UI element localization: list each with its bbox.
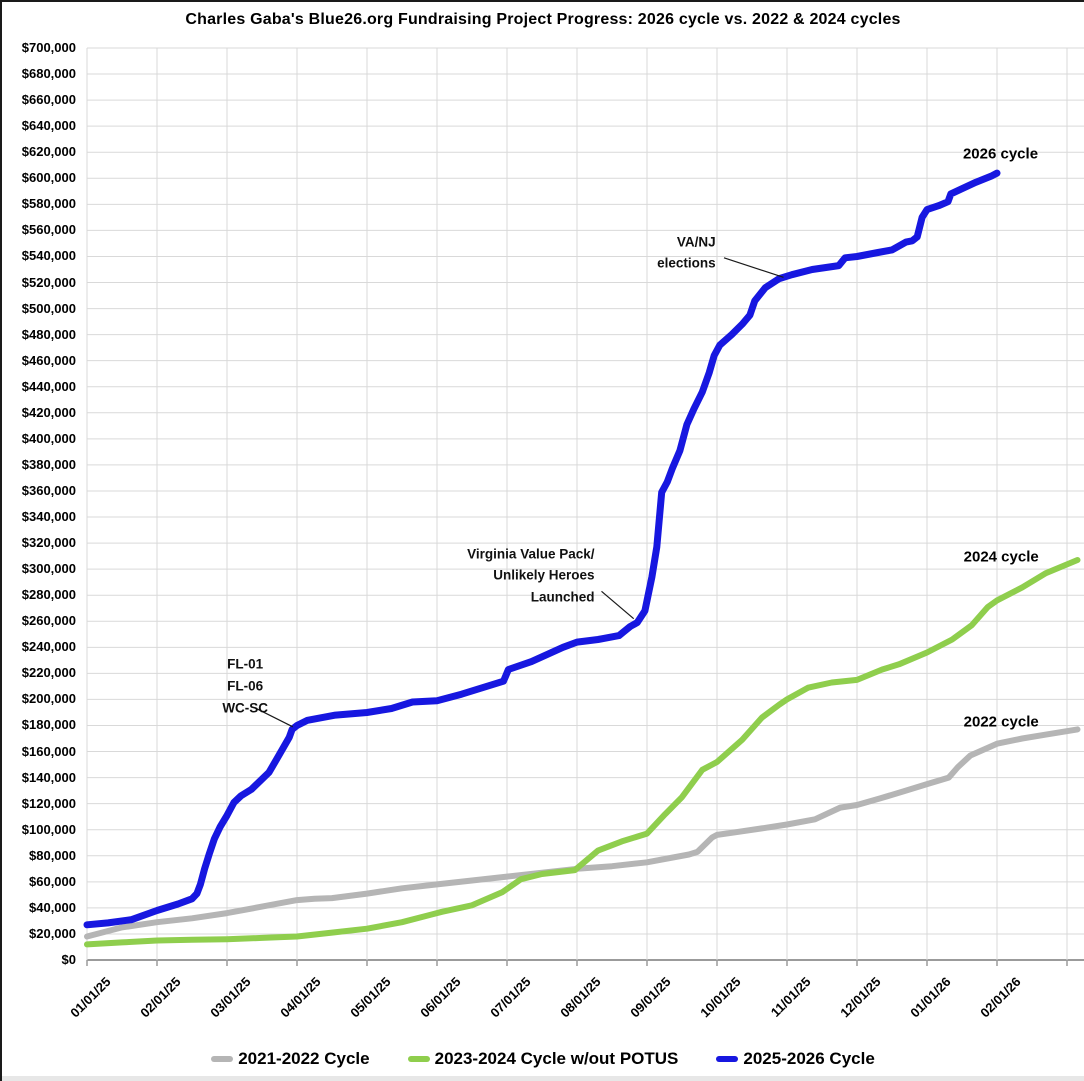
chart-annotation: VA/NJ elections — [657, 231, 716, 274]
y-tick-label: $560,000 — [21, 222, 76, 238]
y-tick-label: $220,000 — [21, 665, 76, 681]
y-tick-label: $340,000 — [21, 509, 76, 525]
y-tick-label: $40,000 — [29, 899, 76, 915]
legend-label-2025-2026: 2025-2026 Cycle — [743, 1049, 875, 1068]
annotation-line: FL-06 — [227, 678, 264, 694]
series-end-label-0: 2022 cycle — [963, 713, 1039, 731]
y-tick-label: $620,000 — [21, 144, 76, 160]
y-tick-label: $640,000 — [21, 118, 76, 134]
annotation-line: Unlikely Heroes — [493, 567, 595, 583]
series-line-0 — [84, 726, 1081, 940]
legend-swatch-2025-2026 — [716, 1056, 739, 1062]
y-tick-label: $380,000 — [21, 456, 76, 472]
annotation-line: WC-SC — [222, 700, 269, 716]
y-tick-label: $500,000 — [21, 300, 76, 316]
y-tick-label: $200,000 — [21, 691, 76, 707]
series-line-1 — [84, 557, 1081, 948]
legend-item-2023-2024: 2023-2024 Cycle w/out POTUS — [407, 1049, 679, 1069]
legend-swatch-2021-2022 — [211, 1056, 234, 1062]
y-tick-label: $240,000 — [21, 639, 76, 655]
y-tick-label: $440,000 — [21, 378, 76, 394]
legend-swatch-2023-2024 — [407, 1056, 430, 1062]
y-tick-label: $20,000 — [29, 925, 76, 941]
y-tick-label: $260,000 — [21, 613, 76, 629]
chart-legend: 2021-2022 Cycle 2023-2024 Cycle w/out PO… — [2, 1045, 1084, 1073]
y-tick-label: $360,000 — [21, 482, 76, 498]
y-tick-label: $540,000 — [21, 248, 76, 264]
y-tick-label: $700,000 — [21, 40, 76, 55]
series-line-2 — [83, 169, 1001, 929]
y-tick-label: $160,000 — [21, 743, 76, 759]
y-tick-label: $180,000 — [21, 717, 76, 733]
chart-annotation: FL-01 FL-06 WC-SC — [222, 654, 268, 719]
y-tick-label: $420,000 — [21, 404, 76, 420]
annotation-line: VA/NJ — [676, 233, 716, 249]
annotation-line: FL-01 — [227, 657, 264, 672]
legend-item-2021-2022: 2021-2022 Cycle — [211, 1049, 370, 1069]
y-tick-label: $80,000 — [29, 847, 76, 863]
annotation-leader-line — [256, 708, 294, 728]
y-tick-label: $400,000 — [21, 430, 76, 446]
annotation-line: elections — [657, 255, 716, 271]
y-tick-label: $580,000 — [21, 196, 76, 212]
y-tick-label: $120,000 — [21, 795, 76, 811]
annotation-leader-line — [723, 257, 784, 278]
annotation-leader-line — [601, 590, 635, 620]
legend-label-2021-2022: 2021-2022 Cycle — [238, 1049, 370, 1068]
y-tick-label: $320,000 — [21, 535, 76, 551]
legend-label-2023-2024: 2023-2024 Cycle w/out POTUS — [434, 1049, 679, 1068]
chart-title: Charles Gaba's Blue26.org Fundraising Pr… — [185, 11, 901, 28]
series-end-label-2: 2026 cycle — [962, 145, 1039, 163]
y-tick-label: $280,000 — [21, 587, 76, 603]
y-tick-label: $140,000 — [21, 769, 76, 785]
legend-item-2025-2026: 2025-2026 Cycle — [716, 1049, 875, 1069]
bottom-strip — [2, 1076, 1084, 1081]
chart-annotation: Virginia Value Pack/Unlikely Heroes Launc… — [467, 543, 594, 608]
y-tick-label: $300,000 — [21, 561, 76, 577]
y-tick-label: $480,000 — [21, 326, 76, 342]
y-tick-label: $60,000 — [29, 873, 76, 889]
y-tick-label: $660,000 — [21, 92, 76, 108]
y-tick-label: $680,000 — [21, 66, 76, 82]
series-end-label-1: 2024 cycle — [963, 548, 1039, 566]
y-tick-label: $460,000 — [21, 352, 76, 368]
annotation-line: Virginia Value Pack/ — [467, 546, 595, 562]
y-tick-label: $0 — [61, 952, 76, 967]
y-tick-label: $600,000 — [21, 170, 76, 186]
y-tick-label: $520,000 — [21, 274, 76, 290]
annotation-line: Launched — [530, 589, 595, 605]
y-tick-label: $100,000 — [21, 821, 76, 837]
